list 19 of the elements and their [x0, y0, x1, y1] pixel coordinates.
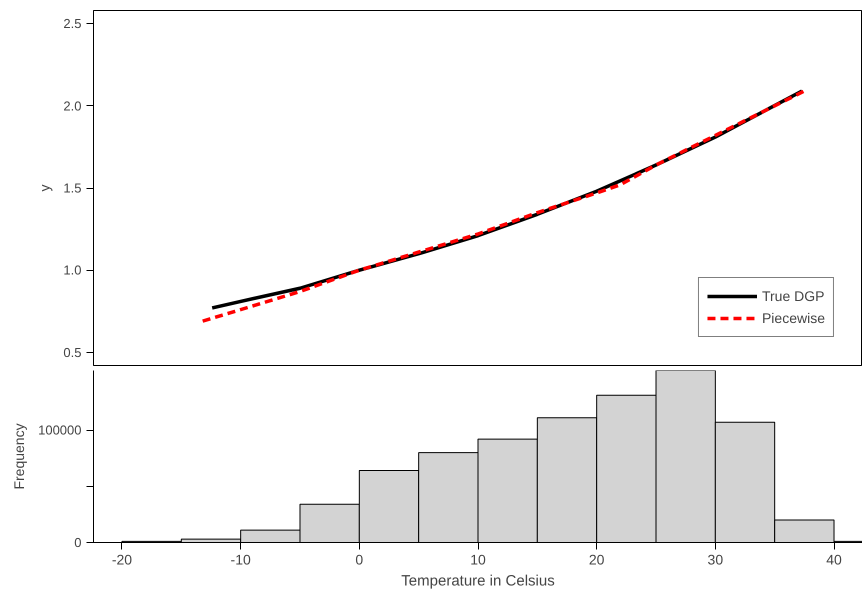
x-axis-title: Temperature in Celsius	[401, 572, 555, 590]
y-axis-title: y	[36, 184, 52, 192]
x-tick-label: 0	[355, 552, 364, 568]
y-tick-label: 100000	[38, 422, 82, 438]
y-tick-label: 2.5	[63, 16, 82, 32]
x-tick-label: -20	[112, 552, 132, 568]
y-tick-label: 1.5	[63, 180, 82, 196]
x-tick-label: -10	[230, 552, 251, 568]
y-tick-label: 0	[74, 535, 82, 550]
y-tick-label: 2.0	[63, 98, 82, 114]
x-tick-label: 40	[826, 552, 842, 568]
y-tick-label: 1.0	[63, 262, 82, 278]
legend-label: True DGP	[762, 288, 824, 304]
y-axis-title: Frequency	[11, 423, 28, 490]
x-tick-label: 10	[470, 552, 486, 568]
x-tick-label: 30	[708, 552, 724, 568]
y-tick-label: 0.5	[63, 344, 82, 360]
x-tick-label: 20	[588, 552, 605, 568]
legend-label: Piecewise	[762, 310, 825, 326]
